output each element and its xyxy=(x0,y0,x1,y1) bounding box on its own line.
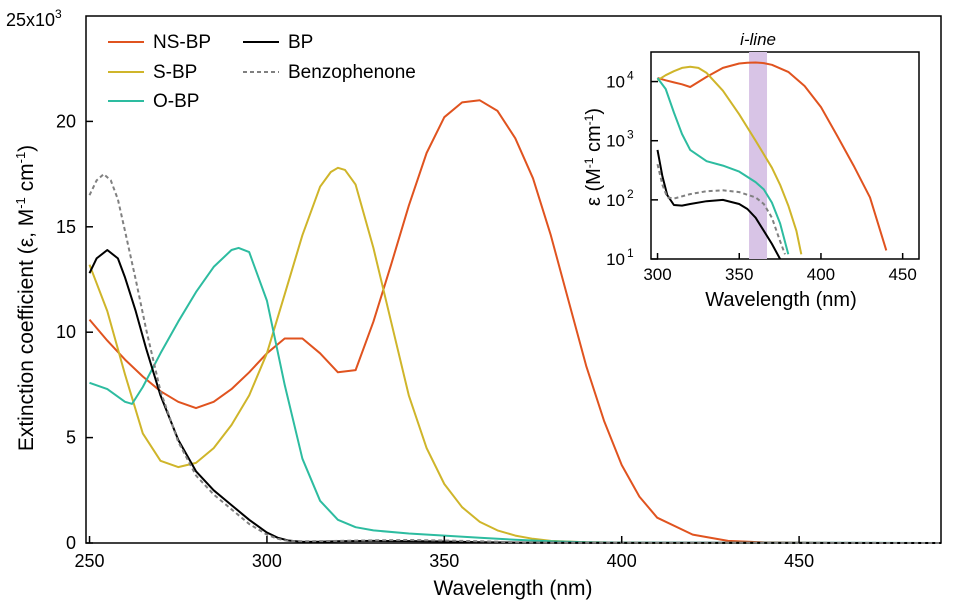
x-tick-label: 400 xyxy=(607,551,637,571)
inset-x-axis-title: Wavelength (nm) xyxy=(705,289,857,311)
inset-y-tick-label: 10 xyxy=(606,250,625,269)
inset-series-line-benzophenone xyxy=(656,163,786,255)
series-line-bp xyxy=(88,249,942,544)
inset-y-tick-label: 10 xyxy=(606,191,625,210)
inset-y-axis-title: ε (M-1 cm-1) xyxy=(582,108,605,206)
main-x-axis-title: Wavelength (nm) xyxy=(433,577,592,600)
main-plot: 250 300 350 400 450 0 5 10 15 20 25x103 Waveleng… xyxy=(6,7,942,600)
i-line-band xyxy=(749,52,768,259)
y-multiplier-label: 25x103 xyxy=(6,7,62,30)
main-series-group xyxy=(88,99,942,544)
inset-x-tick-label: 300 xyxy=(643,265,671,284)
inset-series-line-s-bp xyxy=(656,65,803,255)
series-line-o-bp xyxy=(89,246,942,544)
inset-x-tick-label: 400 xyxy=(807,265,835,284)
legend-label-o-bp: O-BP xyxy=(153,91,199,112)
inset-y-tick-exponent: 2 xyxy=(627,187,634,201)
legend-label-s-bp: S-BP xyxy=(153,62,197,83)
inset-y-tick-exponent: 4 xyxy=(627,69,634,83)
legend-label-benzophenone: Benzophenone xyxy=(288,62,416,83)
y-tick-label: 5 xyxy=(66,428,76,448)
i-line-label: i-line xyxy=(740,30,776,49)
x-tick-label: 300 xyxy=(252,551,282,571)
main-y-axis-title: Extinction coefficient (ε, M-1 cm-1) xyxy=(13,145,38,451)
y-tick-label: 20 xyxy=(56,111,76,131)
inset-y-tick-label: 10 xyxy=(606,73,625,92)
y-tick-label: 10 xyxy=(56,322,76,342)
y-tick-label: 0 xyxy=(66,533,76,553)
series-line-s-bp xyxy=(88,166,941,544)
x-tick-label: 450 xyxy=(784,551,814,571)
inset-x-axis: 300 350 400 450 xyxy=(643,253,917,284)
legend-label-ns-bp: NS-BP xyxy=(153,32,211,53)
inset-series-group xyxy=(656,61,888,259)
inset-x-tick-label: 450 xyxy=(888,265,916,284)
y-multiplier-exponent: 3 xyxy=(55,7,62,21)
inset-y-tick-exponent: 1 xyxy=(627,246,634,260)
inset-series-line-o-bp xyxy=(656,77,790,255)
y-tick-label: 15 xyxy=(56,217,76,237)
inset-x-tick-label: 350 xyxy=(725,265,753,284)
series-line-benzophenone xyxy=(88,173,942,544)
x-tick-label: 250 xyxy=(75,551,105,571)
inset-plot-frame xyxy=(650,51,920,260)
legend-label-bp: BP xyxy=(288,32,313,53)
main-y-axis: 0 5 10 15 20 xyxy=(56,111,93,553)
inset-y-tick-exponent: 3 xyxy=(627,128,634,142)
series-line-ns-bp xyxy=(88,99,941,544)
inset-y-tick-label: 10 xyxy=(606,132,625,151)
inset-series-line-ns-bp xyxy=(657,61,888,251)
x-tick-label: 350 xyxy=(429,551,459,571)
legend: NS-BP S-BP O-BP BP Benzophenone xyxy=(108,32,416,112)
main-x-axis: 250 300 350 400 450 xyxy=(75,536,814,571)
